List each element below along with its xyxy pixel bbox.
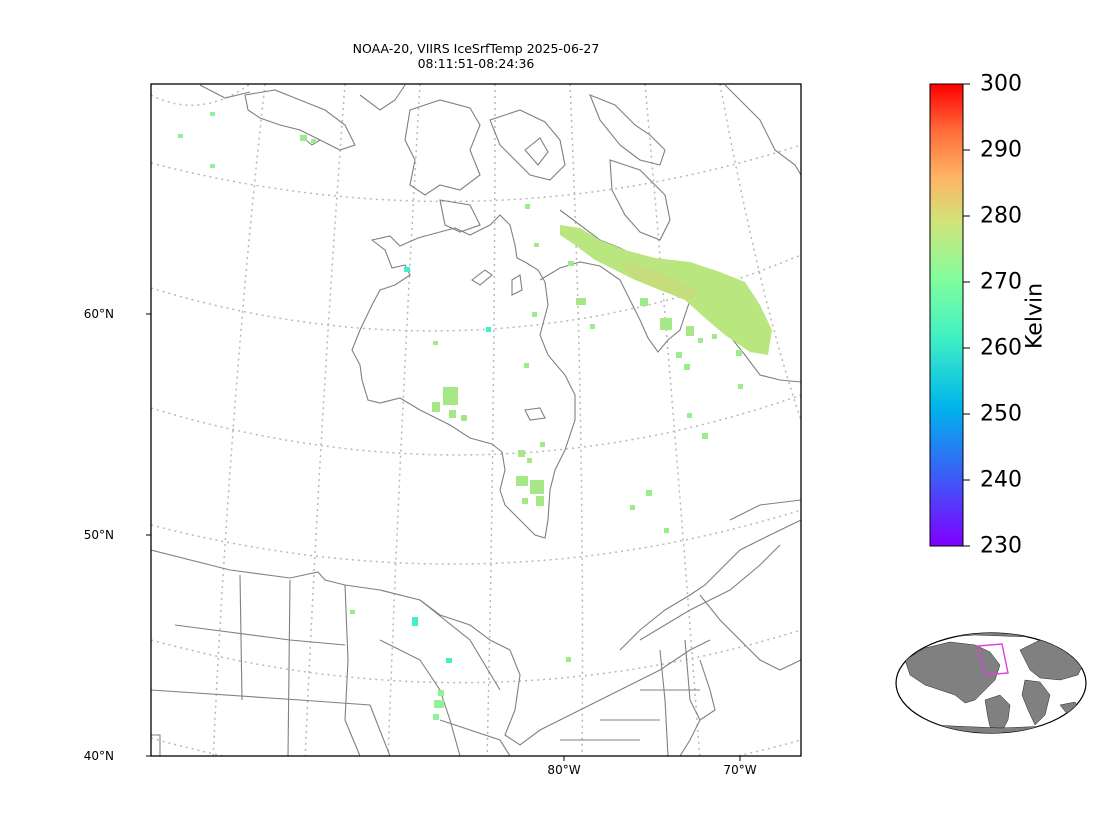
lon-label-70w: 70°W: [723, 763, 757, 777]
colorbar-tick-label: 300: [980, 71, 1022, 97]
map-area: [151, 84, 801, 756]
scattered-pixels: [178, 112, 743, 720]
coastlines: [151, 84, 801, 756]
plot-title: NOAA-20, VIIRS IceSrfTemp 2025-06-27: [352, 41, 600, 56]
ice-temp-swath: [560, 225, 772, 355]
colorbar-tick-label: 270: [980, 269, 1022, 295]
inset-globe: [895, 632, 1087, 734]
colorbar: [929, 83, 964, 547]
colorbar-ticks: [963, 83, 970, 547]
region-outline: [977, 643, 1009, 676]
colorbar-tick-label: 290: [980, 137, 1022, 163]
hudson-bay-coast: [351, 214, 576, 539]
lon-label-80w: 80°W: [547, 763, 581, 777]
colorbar-tick-label: 250: [980, 401, 1022, 427]
colorbar-tick-label: 280: [980, 203, 1022, 229]
colorbar-tick-label: 240: [980, 467, 1022, 493]
colorbar-tick-label: 260: [980, 335, 1022, 361]
colorbar-label: Kelvin: [1022, 282, 1048, 350]
lat-label-40n: 40°N: [83, 749, 114, 763]
map-frame: [150, 83, 802, 757]
lat-label-50n: 50°N: [83, 528, 114, 542]
colorbar-tick-label: 230: [980, 533, 1022, 559]
lat-label-60n: 60°N: [83, 307, 114, 321]
graticule: [151, 84, 801, 756]
plot-subtitle: 08:11:51-08:24:36: [417, 56, 535, 71]
